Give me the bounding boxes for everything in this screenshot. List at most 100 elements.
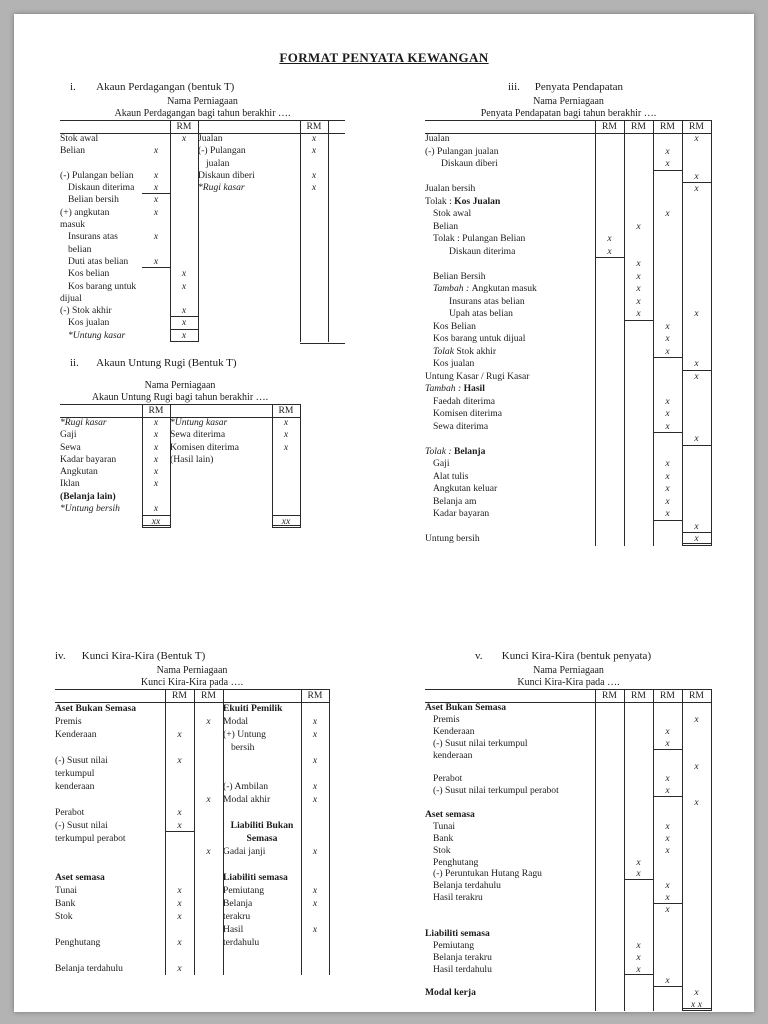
row-label <box>425 761 595 773</box>
row-label: (-) Pulangan belian <box>60 169 134 181</box>
table-row: Tolak : Kos Jualan <box>425 196 711 209</box>
amount-cell <box>595 346 624 359</box>
amount-cell: x <box>665 832 670 844</box>
row-label: Stok awal <box>433 208 472 219</box>
table-row <box>55 949 223 962</box>
amount-cell: x <box>665 458 670 469</box>
amount-cell: x <box>665 408 670 419</box>
row-label: Upah atas belian <box>449 308 513 319</box>
table-row <box>223 806 329 819</box>
col-header-rm: RM <box>631 121 646 132</box>
amount-cell <box>595 133 624 146</box>
row-label: Stok <box>433 844 451 856</box>
row-label: *Untung bersih <box>60 503 120 515</box>
table-row: Aset semasa <box>425 809 711 821</box>
table-row: Bank x <box>55 897 223 910</box>
row-label: Faedah diterima <box>433 395 496 407</box>
amount-cell: xx <box>142 515 170 528</box>
row-label: Gadai janji <box>223 846 266 857</box>
amount-cell <box>165 793 194 806</box>
amount-cell <box>682 333 711 346</box>
amount-cell: x <box>311 145 317 157</box>
amount-cell <box>682 421 711 434</box>
amount-cell: x <box>177 729 182 740</box>
row-label: (-) Ambilan <box>223 781 269 792</box>
table-row: Ekuiti Pemilik <box>223 702 329 715</box>
row-label: Sewa diterima <box>170 429 226 441</box>
section-title: Akaun Untung Rugi (Bentuk T) <box>96 357 237 369</box>
table-rule <box>165 689 166 975</box>
table-row <box>55 858 223 871</box>
amount-cell <box>624 371 653 384</box>
income-statement-rows: Jualan x (-) Pulangan jualan x Diskaun diber… <box>425 133 711 546</box>
amount-cell: x <box>206 716 211 727</box>
amount-cell <box>194 910 223 923</box>
table-row <box>170 503 300 515</box>
balance-sheet-equity-rows: Ekuiti Pemilik Modal x (+) Untung x bersih x (-… <box>223 702 329 949</box>
row-label: Semasa <box>246 833 278 844</box>
table-rule <box>682 689 683 1011</box>
row-label: kenderaan <box>433 749 473 761</box>
amount-cell <box>301 741 329 754</box>
section-number: i. <box>70 81 76 93</box>
row-label: Premis <box>433 713 460 725</box>
amount-cell <box>595 738 624 750</box>
amount-cell <box>595 283 624 296</box>
section-heading-balance-sheet-t: iv. Kunci Kira-Kira (Bentuk T) <box>55 650 205 662</box>
table-row <box>55 741 223 754</box>
table-rule <box>300 120 301 342</box>
amount-cell: x <box>665 395 670 407</box>
amount-cell <box>595 321 624 334</box>
amount-cell: x <box>653 738 682 750</box>
amount-cell <box>624 892 653 904</box>
row-label: Belian Bersih <box>433 270 486 282</box>
row-label: Angkutan <box>60 466 98 478</box>
table-rule <box>55 702 329 703</box>
row-label <box>55 858 165 871</box>
amount-cell <box>170 219 198 231</box>
row-label <box>55 923 165 936</box>
amount-cell: x <box>311 182 317 194</box>
table-row: terdahulu <box>223 936 329 949</box>
table-rule <box>170 404 171 528</box>
row-label: kenderaan <box>55 781 95 792</box>
business-name-line: Nama Perniagaan <box>167 96 238 107</box>
amount-cell <box>624 533 653 546</box>
amount-cell <box>142 281 170 293</box>
amount-cell: x <box>177 755 182 766</box>
amount-cell <box>682 383 711 396</box>
amount-cell <box>653 750 682 762</box>
amount-cell <box>595 458 624 471</box>
table-row <box>55 923 223 936</box>
amount-cell <box>595 833 624 845</box>
amount-cell <box>194 741 223 754</box>
amount-cell <box>595 396 624 409</box>
balance-sheet-statement-table: Nama Perniagaan Kunci Kira-Kira pada …. … <box>425 665 712 1012</box>
amount-cell <box>624 196 653 209</box>
row-label: Jualan <box>198 133 223 144</box>
amount-cell <box>653 133 682 146</box>
amount-cell <box>653 964 682 976</box>
balance-sheet-t-table: Nama Perniagaan Kunci Kira-Kira pada …. … <box>55 665 330 985</box>
row-label: Alat tulis <box>433 470 469 482</box>
amount-cell <box>194 871 223 884</box>
row-label: (-) Susut nilai terkumpul perabot <box>433 785 559 797</box>
row-label <box>170 503 272 515</box>
amount-cell <box>624 408 653 421</box>
amount-cell <box>653 358 682 371</box>
row-label: Angkutan keluar <box>433 483 498 494</box>
row-label <box>425 258 595 271</box>
table-row: x <box>55 845 223 858</box>
col-header-rm: RM <box>689 690 704 701</box>
amount-cell <box>301 832 329 845</box>
row-label: Komisen diterima <box>170 441 240 453</box>
amount-cell: x <box>312 755 318 766</box>
table-row: Gaji x <box>425 458 711 471</box>
amount-cell: x <box>283 429 289 441</box>
amount-cell: x <box>665 495 670 507</box>
amount-cell: x <box>682 358 711 371</box>
amount-cell <box>624 346 653 359</box>
amount-cell <box>624 702 653 714</box>
section-title: Akaun Perdagangan (bentuk T) <box>96 81 235 93</box>
amount-cell <box>682 940 711 952</box>
